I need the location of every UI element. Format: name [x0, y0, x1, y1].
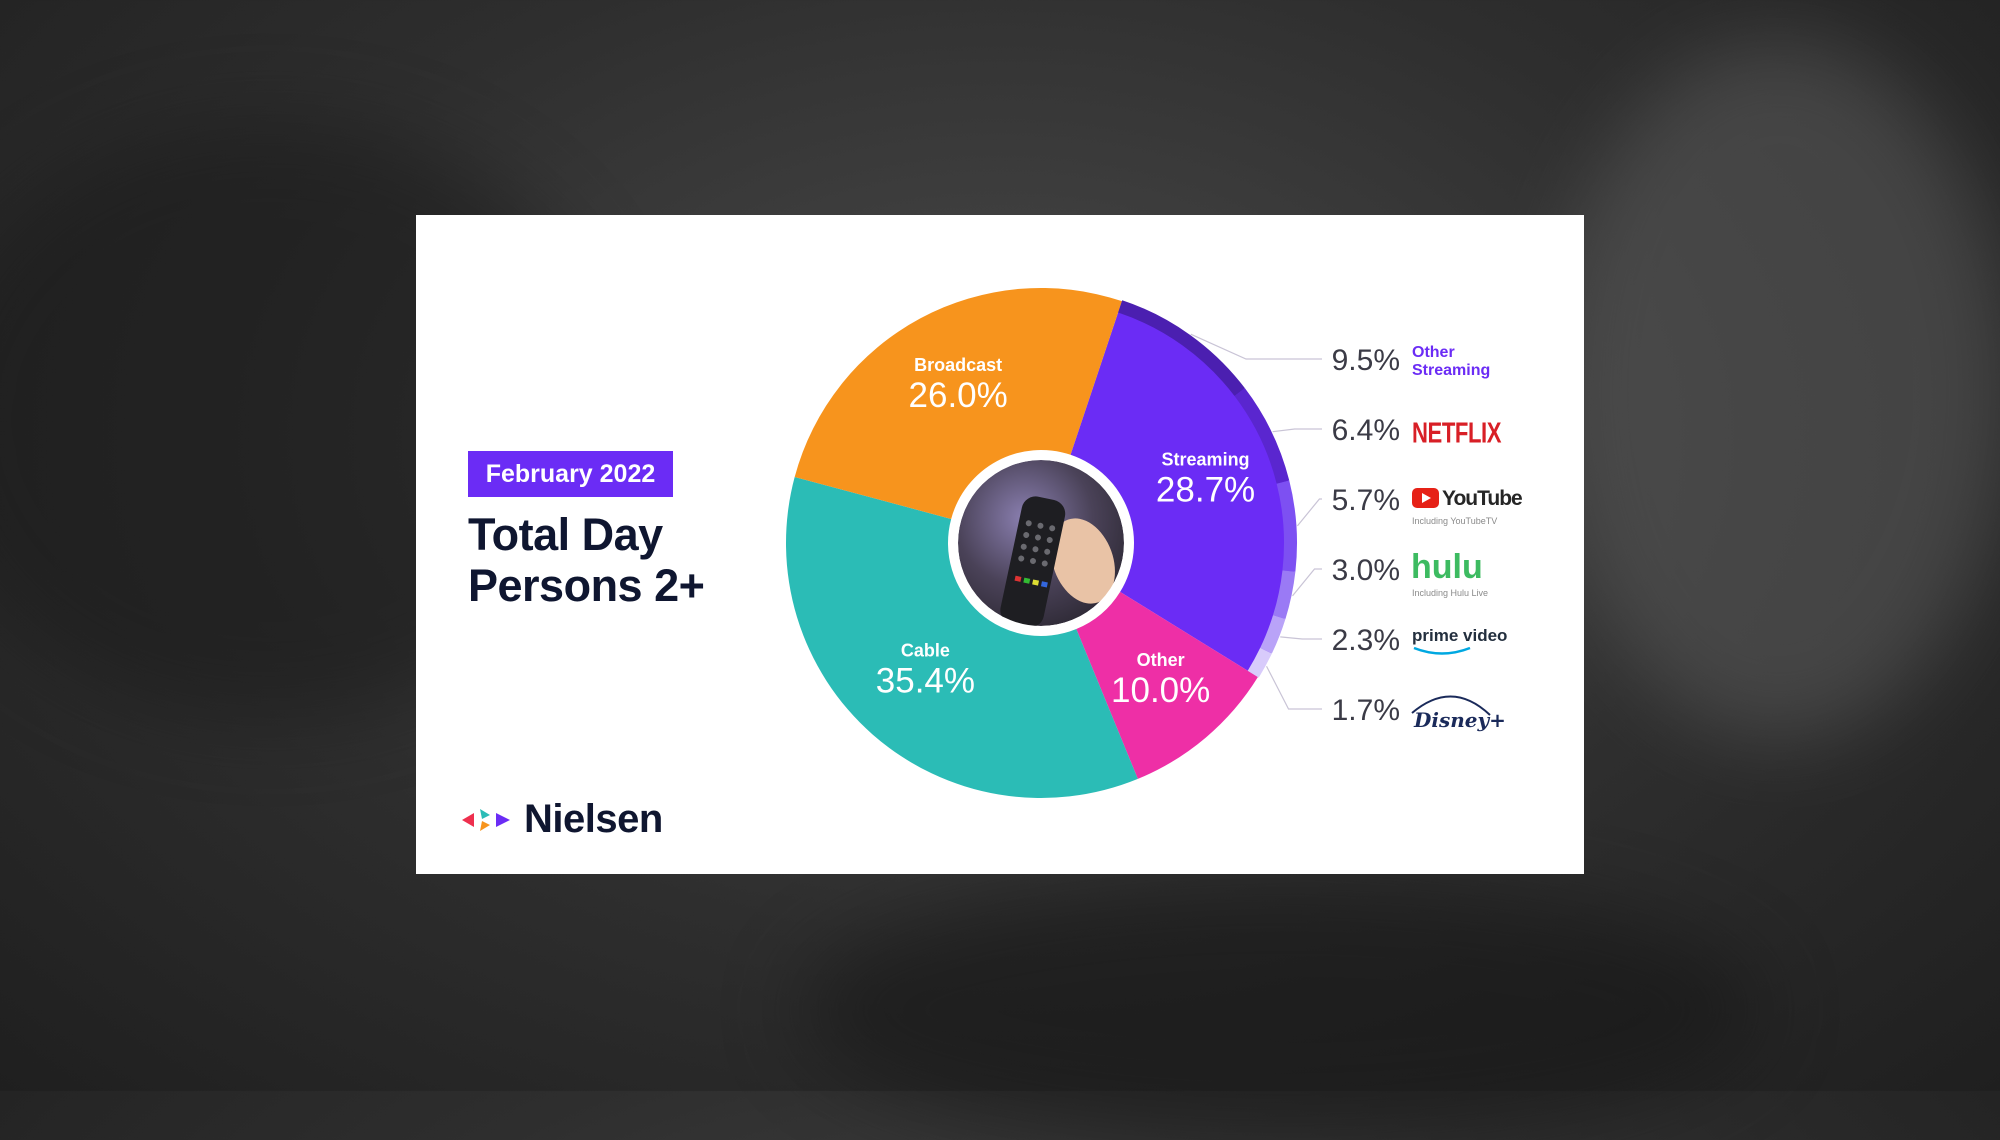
leader-line-3: [1292, 568, 1322, 597]
slice-value-broadcast: 26.0%: [909, 376, 1008, 415]
other-streaming-logo-line2: Streaming: [1412, 362, 1490, 379]
title-line-2: Persons 2+: [468, 560, 705, 611]
remote-key: [1023, 532, 1030, 539]
date-badge: February 2022: [468, 451, 673, 497]
leader-line-2: [1296, 498, 1322, 527]
remote-key: [1041, 560, 1048, 567]
slice-label-cable: Cable: [901, 640, 950, 660]
remote-key: [1044, 548, 1051, 555]
photo-ring: [952, 454, 1130, 632]
breakdown-value-3: 3.0%: [1332, 554, 1400, 587]
youtube-logo: YouTube: [1442, 487, 1522, 510]
breakdown-value-5: 1.7%: [1332, 694, 1400, 727]
slice-value-cable: 35.4%: [876, 661, 975, 700]
remote-button: [1040, 581, 1048, 588]
breakdown-value-1: 6.4%: [1332, 414, 1400, 447]
hand-shape: [1051, 518, 1115, 604]
leader-line-5: [1266, 665, 1322, 710]
slice-label-broadcast: Broadcast: [914, 355, 1002, 375]
remote-key: [1018, 555, 1025, 562]
remote-key: [1020, 543, 1027, 550]
remote-key: [1049, 525, 1056, 532]
prime-video-logo: prime video: [1412, 626, 1507, 645]
leader-line-4: [1280, 636, 1322, 640]
slice-label-other: Other: [1137, 650, 1185, 670]
netflix-logo: NETFLIX: [1412, 418, 1501, 450]
viewing-share-donut-chart: Streaming28.7%Other10.0%Cable35.4%Broadc…: [786, 288, 1523, 798]
remote-photo: [950, 452, 1132, 634]
remote-button: [1032, 579, 1040, 586]
remote-key: [1034, 534, 1041, 541]
nielsen-logo-text: Nielsen: [524, 797, 663, 841]
hulu-logo: hulu: [1411, 548, 1483, 586]
other-streaming-logo-line1: Other: [1412, 344, 1455, 361]
remote-button: [1014, 575, 1022, 582]
remote-button: [1023, 577, 1031, 584]
leader-line-1: [1272, 428, 1322, 433]
pie-slice-cable: [786, 477, 1138, 798]
remote-key: [1037, 522, 1044, 529]
background-blur-right: [1550, 40, 2000, 740]
streaming-breakdown-arc-0: [1118, 300, 1245, 397]
remote-key: [1030, 558, 1036, 564]
leader-line-0: [1190, 333, 1322, 360]
chart-title: Total Day Persons 2+: [468, 509, 768, 611]
remote-key: [1025, 520, 1032, 527]
pie-slice-broadcast: [794, 288, 1122, 519]
nielsen-logo: Nielsen: [460, 797, 663, 842]
disney-arc-icon: [1411, 695, 1491, 716]
pie-slice-other: [1076, 591, 1258, 779]
background-remote-shadow: [800, 880, 1760, 1140]
streaming-breakdown-arc-3: [1273, 570, 1296, 620]
streaming-breakdown-arc-4: [1260, 615, 1286, 654]
hulu-logo-sub: Including Hulu Live: [1412, 588, 1488, 598]
disney-plus-logo: Disney+: [1413, 708, 1506, 732]
slice-label-streaming: Streaming: [1162, 449, 1250, 469]
streaming-breakdown-arc-5: [1247, 647, 1272, 678]
youtube-play-triangle: [1422, 493, 1431, 503]
breakdown-value-2: 5.7%: [1332, 484, 1400, 517]
youtube-logo-sub: Including YouTubeTV: [1412, 516, 1497, 526]
slice-value-other: 10.0%: [1111, 671, 1210, 710]
slice-value-streaming: 28.7%: [1156, 470, 1255, 509]
remote-key: [1032, 546, 1039, 553]
nielsen-mark-icon: [462, 808, 510, 831]
remote-key: [1046, 537, 1053, 544]
infographic-card: February 2022 Total Day Persons 2+ Niels…: [416, 215, 1584, 874]
breakdown-value-0: 9.5%: [1332, 344, 1400, 377]
streaming-breakdown-arc-1: [1234, 388, 1290, 484]
breakdown-value-4: 2.3%: [1332, 624, 1400, 657]
prime-smile-icon: [1413, 646, 1471, 655]
streaming-breakdown-arc-2: [1276, 480, 1297, 572]
title-line-1: Total Day: [468, 509, 663, 560]
